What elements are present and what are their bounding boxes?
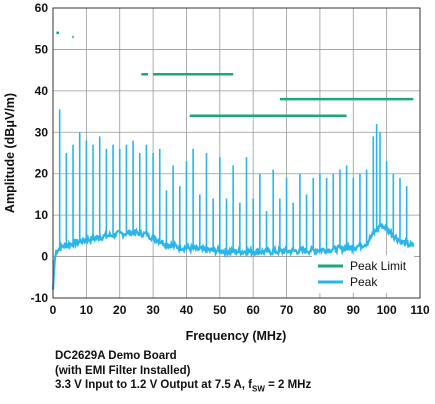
caption-line-3-suffix: = 2 MHz [264,379,312,391]
caption-line-3: 3.3 V Input to 1.2 V Output at 7.5 A, fS… [55,378,311,397]
x-tick-label: 80 [313,303,327,317]
y-axis-label: Amplitude (dBμV/m) [3,93,17,213]
legend: Peak Limit Peak [312,255,414,293]
y-tick-label: 50 [35,42,49,56]
x-tick-label: 20 [113,303,127,317]
x-tick-label: 40 [180,303,194,317]
x-tick-label: 60 [247,303,261,317]
y-tick-label: 30 [35,125,49,139]
x-tick-label: 0 [50,303,57,317]
y-tick-label: 60 [35,1,49,15]
peak-series [51,109,415,290]
legend-peak-label: Peak [350,275,378,289]
caption-line-2: (with EMI Filter Installed) [55,364,191,377]
x-tick-label: 30 [146,303,160,317]
y-tick-label: -10 [31,291,49,305]
x-axis-label: Frequency (MHz) [186,329,287,343]
x-tick-label: 90 [347,303,361,317]
x-tick-label: 100 [377,303,397,317]
y-tick-label: 0 [41,250,48,264]
caption-line-1: DC2629A Demo Board [55,350,177,362]
grid [53,8,420,298]
x-tick-label: 10 [80,303,94,317]
y-tick-label: 20 [35,167,49,181]
x-tick-label: 70 [280,303,294,317]
plot-area-frame [52,7,421,299]
legend-peak-limit-label: Peak Limit [350,259,407,273]
y-tick-label: 10 [35,208,49,222]
caption-line-3-text: 3.3 V Input to 1.2 V Output at 7.5 A, f [55,379,253,391]
x-tick-label: 50 [213,303,227,317]
tick-labels: 0 10 20 30 40 50 60 70 80 90 100 110-10010203040506… [31,1,430,317]
peak-limit-series [56,31,414,117]
caption-line-3-subscript: SW [252,384,265,394]
legend-box [312,255,414,293]
x-tick-label: 110 [410,303,430,317]
figure-caption: DC2629A Demo Board (with EMI Filter Inst… [55,349,311,397]
y-tick-label: 40 [35,84,49,98]
